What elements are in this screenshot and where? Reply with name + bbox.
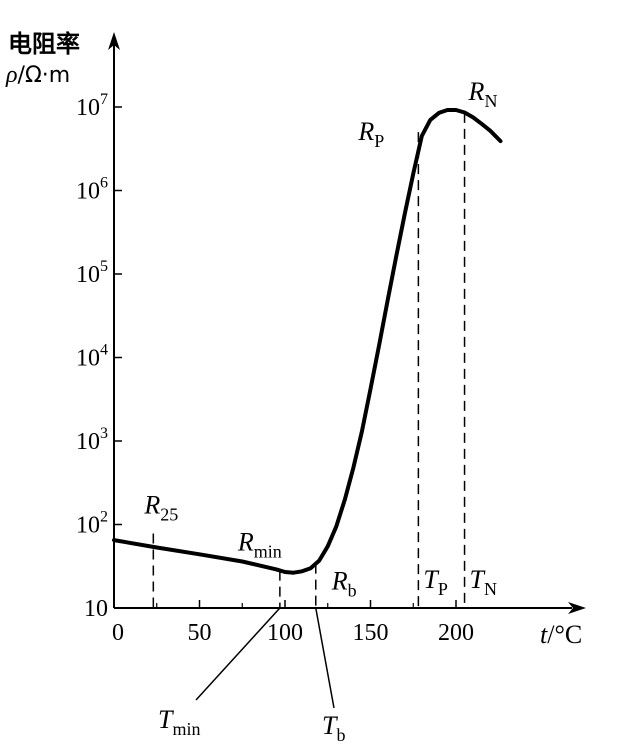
resistivity-curve xyxy=(112,108,503,575)
label-Rmin-base: R xyxy=(237,528,254,557)
label-Tmin: Tmin xyxy=(158,705,200,739)
y-axis-unit: ρ/Ω·m xyxy=(5,62,70,88)
y-tick-exponent: 3 xyxy=(100,425,108,442)
y-axis-unit-text: /Ω·m xyxy=(18,63,71,88)
x-axis-symbol: t xyxy=(540,620,548,649)
label-Rb: Rb xyxy=(331,567,357,601)
x-axis-title: t/°C xyxy=(540,620,582,649)
y-tick-label: 10 xyxy=(84,596,108,622)
label-R25-sub: 25 xyxy=(160,505,178,525)
y-tick-exponent: 7 xyxy=(100,91,108,108)
label-RP-sub: P xyxy=(374,131,384,151)
y-tick-base: 10 xyxy=(76,513,100,539)
label-Rmin: Rmin xyxy=(237,528,282,562)
label-RP: RP xyxy=(357,117,384,151)
label-R25-base: R xyxy=(143,491,160,520)
leader-Tb xyxy=(315,607,335,709)
x-tick-label: 200 xyxy=(438,620,474,646)
label-Rb-base: R xyxy=(331,567,348,596)
y-tick-base: 10 xyxy=(76,179,100,205)
label-R25: R25 xyxy=(143,491,178,525)
x-tick-label: 100 xyxy=(267,620,303,646)
label-Tmin-sub: min xyxy=(172,719,200,739)
x-tick-label: 0 xyxy=(112,620,124,646)
y-tick-label: 106 xyxy=(76,175,108,205)
label-TP-sub: P xyxy=(438,579,448,599)
x-tick-label: 50 xyxy=(188,620,212,646)
y-tick-base: 10 xyxy=(76,95,100,121)
label-Rb-sub: b xyxy=(348,581,357,601)
leader-Tmin xyxy=(195,607,281,701)
x-axis-arrow xyxy=(568,602,586,614)
y-tick-base: 10 xyxy=(76,346,100,372)
y-tick-label: 104 xyxy=(76,342,108,372)
label-RN-sub: N xyxy=(484,91,497,111)
label-Rmin-sub: min xyxy=(254,542,282,562)
y-tick-base: 10 xyxy=(76,429,100,455)
label-Tb-base: T xyxy=(322,711,338,740)
y-tick-base: 10 xyxy=(84,596,108,622)
y-axis-symbol: ρ xyxy=(5,62,18,88)
label-TN-base: T xyxy=(470,565,486,594)
y-axis-title: 电阻率 xyxy=(8,30,80,58)
label-TP-base: T xyxy=(423,565,439,594)
y-tick-label: 105 xyxy=(76,258,108,288)
label-TN: TN xyxy=(470,565,497,599)
y-tick-exponent: 2 xyxy=(100,509,108,526)
label-Tb: Tb xyxy=(322,711,345,745)
label-RP-base: R xyxy=(357,117,374,146)
label-Tb-sub: b xyxy=(336,725,345,745)
y-tick-exponent: 4 xyxy=(100,342,108,359)
x-axis-unit: /°C xyxy=(547,620,582,649)
x-tick-label: 150 xyxy=(353,620,389,646)
guide-lines xyxy=(152,112,466,709)
y-tick-label: 102 xyxy=(76,509,108,539)
y-axis-arrow xyxy=(108,32,120,50)
label-RN-base: R xyxy=(468,77,485,106)
label-Tmin-base: T xyxy=(158,705,174,734)
y-tick-label: 103 xyxy=(76,425,108,455)
label-TP: TP xyxy=(423,565,447,599)
y-tick-exponent: 5 xyxy=(100,258,108,275)
label-RN: RN xyxy=(468,77,498,111)
label-TN-sub: N xyxy=(484,579,497,599)
y-tick-base: 10 xyxy=(76,262,100,288)
y-tick-label: 107 xyxy=(76,91,108,121)
y-tick-exponent: 6 xyxy=(100,175,108,192)
